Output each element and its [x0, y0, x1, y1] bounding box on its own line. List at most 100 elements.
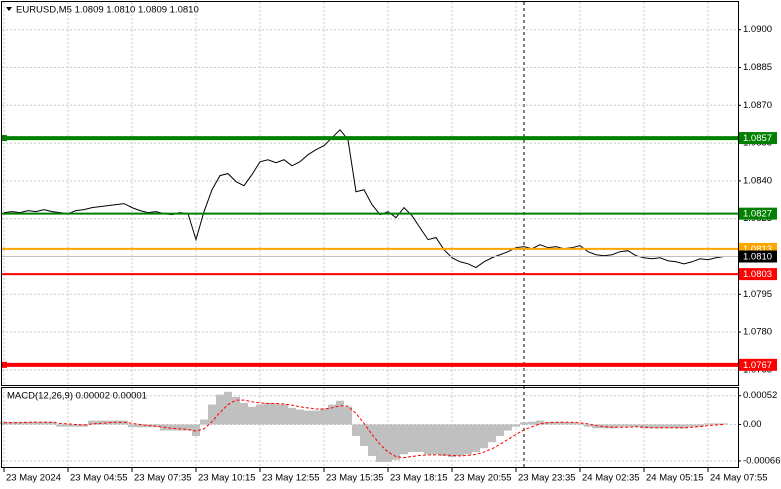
macd-bar — [416, 424, 424, 453]
macd-bar — [232, 396, 240, 425]
macd-bar — [632, 424, 640, 427]
macd-bar — [664, 424, 672, 429]
macd-bar — [208, 404, 216, 425]
macd-bar — [104, 420, 112, 425]
macd-bar — [576, 423, 584, 425]
macd-bar — [40, 421, 48, 425]
macd-bar — [648, 424, 656, 429]
macd-bar — [448, 424, 456, 458]
x-tick-label: 23 May 07:35 — [134, 473, 192, 484]
macd-bar — [272, 403, 280, 425]
macd-title: MACD(12,26,9) 0.00002 0.00001 — [7, 391, 147, 402]
macd-bar — [296, 409, 304, 425]
macd-bar — [256, 404, 264, 425]
macd-bar — [440, 424, 448, 456]
y-tick-label: 0.00052 — [743, 390, 777, 401]
macd-bar — [720, 423, 728, 425]
macd-bar — [528, 421, 536, 425]
macd-bar — [312, 410, 320, 425]
macd-bar — [248, 406, 256, 425]
macd-bar — [480, 424, 488, 449]
y-tick-label: 1.0795 — [743, 289, 772, 300]
macd-bar — [288, 407, 296, 425]
main-frame — [1, 1, 739, 386]
macd-bar — [328, 404, 336, 425]
macd-bar — [472, 424, 480, 453]
macd-bar — [192, 424, 200, 437]
macd-bar — [72, 424, 80, 427]
macd-bar — [88, 420, 96, 425]
x-tick-label: 23 May 04:55 — [70, 473, 128, 484]
macd-bar — [368, 424, 376, 456]
signal-line — [4, 399, 725, 459]
menu-arrow[interactable] — [6, 7, 12, 11]
level-handle — [1, 361, 7, 368]
macd-bar — [128, 424, 136, 428]
macd-bar — [344, 406, 352, 425]
macd-bar — [376, 424, 384, 463]
macd-bar — [360, 424, 368, 447]
macd-bar — [696, 424, 704, 427]
macd-bar — [568, 422, 576, 425]
macd-bar — [136, 424, 144, 428]
x-tick-label: 23 May 20:55 — [454, 473, 512, 484]
macd-bar — [304, 410, 312, 425]
level-label-box — [739, 132, 777, 145]
y-tick-label: 0.00 — [743, 419, 762, 430]
macd-bar — [336, 400, 344, 425]
macd-bar — [592, 424, 600, 429]
macd-bar — [488, 424, 496, 443]
x-tick-label: 23 May 2024 — [6, 473, 61, 484]
macd-bar — [496, 424, 504, 437]
y-tick-label: 1.0885 — [743, 62, 772, 73]
y-tick-label: 1.0870 — [743, 100, 772, 111]
macd-bar — [424, 424, 432, 455]
macd-frame — [1, 387, 739, 468]
macd-bar — [704, 423, 712, 425]
macd-bar — [584, 424, 592, 427]
macd-bar — [464, 424, 472, 455]
macd-bar — [456, 424, 464, 456]
macd-bar — [64, 424, 72, 427]
macd-bar — [48, 421, 56, 425]
macd-bar — [168, 424, 176, 431]
level-label: 1.0827 — [743, 209, 772, 220]
level-label: 1.0813 — [743, 244, 772, 255]
y-tick-label: -0.00066 — [743, 455, 781, 466]
macd-bar — [688, 424, 696, 427]
macd-bar — [504, 424, 512, 431]
macd-bar — [80, 424, 88, 427]
macd-bar — [392, 424, 400, 460]
macd-bar — [216, 394, 224, 425]
macd-bar — [408, 424, 416, 453]
macd-bar — [520, 422, 528, 425]
level-label-box — [739, 250, 777, 263]
y-tick-label: 1.0840 — [743, 175, 772, 186]
y-tick-label: 1.0780 — [743, 327, 772, 338]
macd-bar — [640, 424, 648, 429]
macd-bar — [560, 421, 568, 425]
macd-bar — [624, 424, 632, 427]
level-handle — [1, 135, 7, 142]
macd-bar — [24, 421, 32, 425]
macd-bar — [200, 419, 208, 425]
macd-bar — [320, 408, 328, 425]
level-label-box — [739, 207, 777, 220]
x-tick-label: 23 May 15:35 — [326, 473, 384, 484]
macd-bar — [144, 424, 152, 428]
macd-bar — [176, 424, 184, 431]
macd-bar — [56, 424, 64, 427]
macd-bar — [224, 391, 232, 425]
macd-bar — [384, 424, 392, 463]
macd-bar — [352, 424, 360, 437]
level-label: 1.0810 — [743, 252, 772, 263]
level-label-box — [739, 358, 777, 371]
macd-bar — [512, 424, 520, 427]
x-tick-label: 23 May 12:55 — [262, 473, 320, 484]
macd-bar — [400, 424, 408, 455]
macd-bar — [552, 421, 560, 425]
macd-bar — [264, 402, 272, 425]
